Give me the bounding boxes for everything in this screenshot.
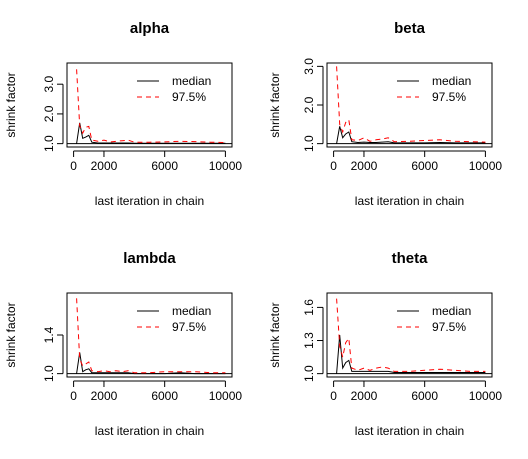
legend-label: 97.5% (432, 90, 466, 104)
y-axis-label: shrink factor (268, 72, 282, 137)
series-line-median (336, 334, 486, 374)
x-tick-label: 0 (330, 389, 337, 403)
y-tick-label: 2.0 (302, 96, 316, 113)
series-line-median (336, 126, 486, 144)
x-axis-label: last iteration in chain (355, 194, 464, 208)
legend-label: 97.5% (432, 320, 466, 334)
y-tick-label: 1.0 (42, 135, 56, 152)
legend-label: median (432, 74, 471, 88)
x-tick-label: 2000 (91, 159, 118, 173)
y-axis-label: shrink factor (4, 302, 18, 367)
series-line-median (76, 352, 226, 375)
y-tick-label: 2.0 (42, 105, 56, 122)
y-axis-label: shrink factor (268, 302, 282, 367)
series-line-97-5 (336, 66, 486, 143)
x-tick-label: 2000 (351, 159, 378, 173)
y-tick-label: 3.0 (302, 58, 316, 75)
plot-frame (326, 292, 493, 378)
y-tick-label: 1.0 (302, 365, 316, 382)
series-line-97-5 (336, 298, 486, 372)
legend-label: median (172, 304, 211, 318)
panel-title: beta (394, 20, 426, 37)
x-axis-label: last iteration in chain (355, 424, 464, 438)
y-tick-label: 1.6 (302, 299, 316, 316)
panel-alpha: alpha 0 2000 6000 10000 1.0 2.0 3.0 last iterati… (4, 20, 242, 208)
y-tick-label: 1.4 (42, 326, 56, 343)
panel-title: alpha (130, 20, 170, 37)
x-tick-label: 2000 (351, 389, 378, 403)
series-line-97-5 (76, 298, 226, 374)
x-tick-label: 10000 (469, 389, 503, 403)
y-tick-label: 1.3 (302, 332, 316, 349)
x-tick-label: 10000 (209, 389, 243, 403)
x-tick-label: 6000 (151, 159, 178, 173)
panel-beta: beta 0 2000 6000 10000 1.0 2.0 3.0 last iteratio… (268, 20, 502, 208)
legend-label: 97.5% (172, 320, 206, 334)
panel-lambda: lambda 0 2000 6000 10000 1.0 1.4 last iteration… (4, 250, 242, 438)
x-tick-label: 10000 (209, 159, 243, 173)
x-axis-label: last iteration in chain (95, 424, 204, 438)
x-axis-label: last iteration in chain (95, 194, 204, 208)
y-tick-label: 1.0 (302, 135, 316, 152)
plot-frame (66, 292, 233, 378)
panel-title: theta (392, 250, 428, 267)
x-tick-label: 2000 (91, 389, 118, 403)
x-tick-label: 6000 (151, 389, 178, 403)
panel-title: lambda (123, 250, 176, 267)
panel-theta: theta 0 2000 6000 10000 1.0 1.3 1.6 last iterati… (268, 250, 502, 438)
plot-frame (326, 62, 493, 148)
x-tick-label: 0 (70, 389, 77, 403)
x-tick-label: 0 (330, 159, 337, 173)
legend-label: median (172, 74, 211, 88)
series-line-median (76, 122, 226, 144)
x-tick-label: 0 (70, 159, 77, 173)
y-axis-label: shrink factor (4, 72, 18, 137)
y-tick-label: 3.0 (42, 76, 56, 93)
x-tick-label: 10000 (469, 159, 503, 173)
y-tick-label: 1.0 (42, 365, 56, 382)
legend-label: median (432, 304, 471, 318)
legend-label: 97.5% (172, 90, 206, 104)
x-tick-label: 6000 (411, 389, 438, 403)
x-tick-label: 6000 (411, 159, 438, 173)
plot-frame (66, 62, 233, 148)
